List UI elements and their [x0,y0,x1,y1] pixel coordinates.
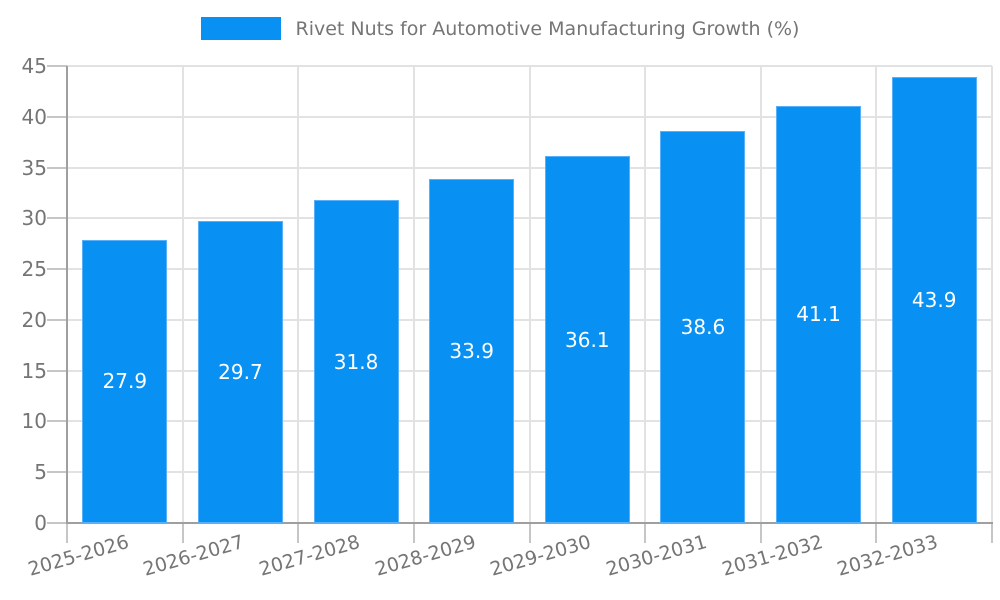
bar-value-label: 38.6 [680,314,726,339]
y-tick-label: 30 [21,206,47,231]
y-tick-label: 20 [21,307,47,332]
bar[interactable]: 43.9 [891,77,977,523]
x-tick-label: 2032-2033 [834,530,941,581]
x-tick-label: 2031-2032 [719,530,825,581]
x-tick-label: 2026-2027 [141,530,247,581]
x-tick-mark [759,523,762,543]
x-gridline [297,66,300,523]
y-tick-mark [47,420,67,423]
x-tick-mark [181,523,184,543]
bar-value-label: 29.7 [218,360,263,385]
x-gridline [181,66,184,523]
y-axis-line [66,66,68,524]
y-tick-mark [47,522,67,524]
y-tick-label: 5 [34,460,47,485]
y-tick-mark [47,65,67,67]
y-tick-mark [47,369,67,372]
y-tick-label: 45 [21,54,47,78]
y-tick-label: 35 [21,155,47,180]
y-tick-label: 25 [21,257,47,282]
bar-value-label: 27.9 [102,369,148,394]
y-tick-label: 0 [34,511,47,535]
bar-value-label: 31.8 [333,349,379,374]
y-tick-mark [47,115,67,118]
x-tick-mark [412,523,415,543]
x-tick-mark [644,523,647,543]
bar-value-label: 43.9 [911,288,957,313]
x-gridline [875,66,878,523]
y-tick-label: 15 [21,358,47,383]
y-tick-mark [47,318,67,321]
x-gridline [528,66,531,523]
bar[interactable]: 31.8 [313,200,399,523]
x-tick-label: 2029-2030 [488,530,594,581]
x-tick-mark [528,523,531,543]
y-tick-mark [47,166,67,169]
bar[interactable]: 36.1 [544,156,630,523]
x-tick-mark [991,523,993,543]
x-gridline [759,66,762,523]
x-gridline [644,66,647,523]
x-tick-mark [297,523,300,543]
y-tick-label: 10 [21,409,47,434]
legend-item[interactable]: Rivet Nuts for Automotive Manufacturing … [200,17,800,40]
bar[interactable]: 27.9 [82,239,168,523]
x-tick-mark [66,523,68,543]
bar[interactable]: 38.6 [660,130,746,523]
x-tick-label: 2027-2028 [256,530,363,581]
bar[interactable]: 41.1 [776,105,862,523]
bar-value-label: 41.1 [796,302,841,327]
x-tick-mark [875,523,878,543]
bar[interactable]: 33.9 [429,178,515,523]
bar[interactable]: 29.7 [197,221,283,523]
x-gridline [991,66,993,523]
chart-legend: Rivet Nuts for Automotive Manufacturing … [0,17,1000,40]
y-tick-mark [47,268,67,271]
x-tick-label: 2030-2031 [603,530,710,581]
legend-swatch [200,17,281,40]
legend-label: Rivet Nuts for Automotive Manufacturing … [295,17,800,40]
y-tick-mark [47,217,67,220]
bar-value-label: 33.9 [449,338,494,363]
y-tick-mark [47,471,67,474]
x-axis-line [66,522,993,524]
bar-value-label: 36.1 [565,327,610,352]
y-tick-label: 40 [21,104,47,129]
x-gridline [412,66,415,523]
x-tick-label: 2028-2029 [372,530,479,581]
